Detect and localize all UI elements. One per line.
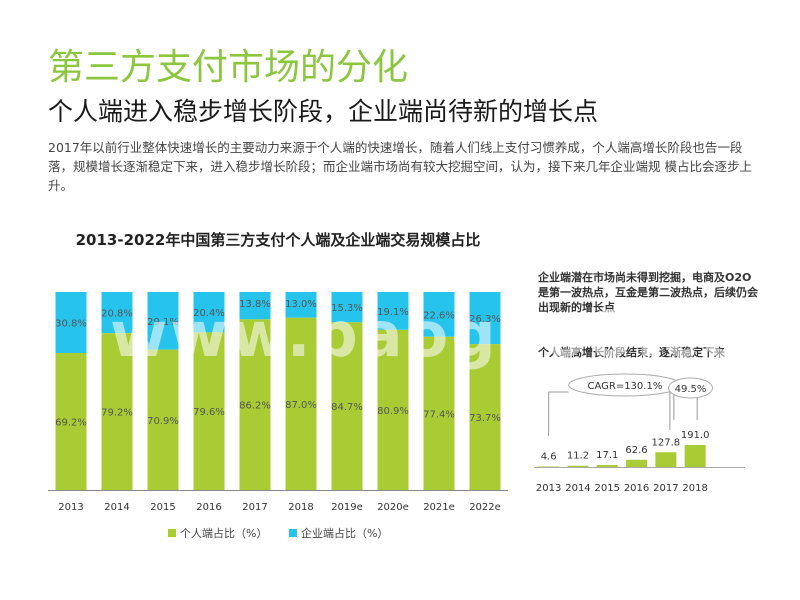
label-personal-2019e: 84.7% — [331, 402, 363, 413]
label-enterprise-2020e: 19.1% — [377, 307, 409, 318]
bar-personal-2013 — [55, 352, 87, 490]
x-tick-2022e: 2022e — [469, 502, 501, 513]
side-bar-2014 — [567, 465, 589, 467]
page-subtitle: 个人端进入稳步增长阶段，企业端尚待新的增长点 — [48, 97, 599, 126]
label-personal-2018: 87.0% — [285, 400, 317, 411]
bar-enterprise-2014 — [101, 292, 133, 334]
side-label-2015: 17.1 — [596, 450, 618, 461]
bar-enterprise-2016 — [193, 292, 225, 333]
bar-enterprise-2020e — [377, 292, 409, 330]
side-bar-2017 — [655, 452, 677, 467]
label-personal-2015: 70.9% — [147, 416, 179, 427]
bar-personal-2022e — [469, 344, 501, 490]
x-tick-2016: 2016 — [196, 502, 221, 513]
label-personal-2017: 86.2% — [239, 401, 271, 412]
label-enterprise-2022e: 26.3% — [469, 314, 501, 325]
side-label-2018: 191.0 — [681, 430, 710, 441]
main-chart-title: 2013-2022年中国第三方支付个人端及企业端交易规模占比 — [75, 231, 481, 249]
label-personal-2013: 69.2% — [55, 417, 87, 428]
side-bar-2016 — [626, 459, 648, 467]
side-x-tick-2018: 2018 — [682, 483, 707, 494]
legend-label-personal: 个人端占比（%） — [180, 527, 268, 540]
x-tick-2017: 2017 — [242, 502, 267, 513]
x-tick-2013: 2013 — [58, 502, 83, 513]
bar-enterprise-2013 — [55, 292, 87, 353]
bar-personal-2018 — [285, 317, 317, 490]
bar-enterprise-2018 — [285, 292, 317, 318]
bar-personal-2021e — [423, 336, 455, 490]
side-label-2016: 62.6 — [625, 445, 647, 456]
x-tick-2019e: 2019e — [331, 502, 363, 513]
main-chart-bars: 30.8% 69.2% 2013 20.8% 79.2% 2014 29.1% 70.9% 20… — [48, 292, 508, 513]
side-chart-bars: 4.6 2013 11.2 2014 17.1 2015 62.6 2016 127.8 2017… — [534, 373, 745, 494]
side-note: 企业端潜在市场尚未得到挖掘，电商及O2O是第一波热点，互金是第二波热点，后续仍会… — [538, 271, 758, 314]
x-tick-2021e: 2021e — [423, 502, 455, 513]
x-tick-2014: 2014 — [104, 502, 129, 513]
bar-enterprise-2015 — [147, 292, 179, 350]
page-title: 第三方支付市场的分化 — [48, 47, 409, 88]
label-enterprise-2015: 29.1% — [147, 317, 179, 328]
legend-swatch-personal — [168, 529, 176, 537]
legend-swatch-enterprise — [288, 529, 297, 537]
side-x-tick-2013: 2013 — [536, 483, 561, 494]
bar-enterprise-2019e — [331, 292, 363, 323]
label-enterprise-2013: 30.8% — [55, 318, 87, 329]
label-enterprise-2019e: 15.3% — [331, 303, 363, 314]
bar-personal-2015 — [147, 349, 179, 490]
growth-bubble — [668, 377, 713, 399]
label-personal-2016: 79.6% — [193, 407, 225, 418]
legend-item-enterprise: 企业端占比（%） — [288, 525, 389, 541]
side-x-tick-2015: 2015 — [595, 483, 620, 494]
bar-enterprise-2017 — [239, 292, 271, 320]
page-description: 2017年以前行业整体快速增长的主要动力来源于个人端的快速增长，随着人们线上支付… — [48, 140, 752, 193]
label-personal-2014: 79.2% — [101, 408, 133, 419]
side-label-2013: 4.6 — [541, 451, 557, 462]
label-enterprise-2014: 20.8% — [101, 309, 133, 320]
x-tick-2015: 2015 — [150, 502, 175, 513]
x-tick-2020e: 2020e — [377, 502, 409, 513]
side-label-2014: 11.2 — [567, 451, 589, 462]
bar-personal-2014 — [101, 333, 133, 490]
label-enterprise-2016: 20.4% — [193, 308, 225, 319]
side-subtitle: 个人端高增长阶段结束，逐渐稳定下来 — [538, 346, 725, 359]
label-personal-2022e: 73.7% — [469, 413, 501, 424]
label-enterprise-2021e: 22.6% — [423, 310, 455, 321]
side-bar-2018 — [684, 445, 706, 467]
side-x-tick-2014: 2014 — [565, 483, 590, 494]
side-x-tick-2017: 2017 — [653, 483, 678, 494]
legend-label-enterprise: 企业端占比（%） — [300, 527, 389, 540]
bar-enterprise-2021e — [423, 292, 455, 337]
side-label-2017: 127.8 — [652, 437, 681, 448]
label-enterprise-2018: 13.0% — [285, 299, 317, 310]
chart-legend: 个人端占比（%） 企业端占比（%） — [168, 525, 406, 541]
side-x-tick-2016: 2016 — [624, 483, 649, 494]
bar-personal-2020e — [377, 329, 409, 490]
bar-personal-2017 — [239, 319, 271, 490]
bar-enterprise-2022e — [469, 292, 501, 345]
bar-personal-2016 — [193, 332, 225, 490]
legend-item-personal: 个人端占比（%） — [168, 525, 267, 541]
growth-label: 49.5% — [675, 384, 707, 395]
label-personal-2021e: 77.4% — [423, 409, 455, 420]
side-bar-2013 — [538, 466, 560, 467]
side-bar-2015 — [596, 465, 618, 467]
label-personal-2020e: 80.9% — [377, 406, 409, 417]
x-tick-2018: 2018 — [288, 502, 313, 513]
label-enterprise-2017: 13.8% — [239, 299, 271, 310]
bar-personal-2019e — [331, 322, 363, 490]
cagr-label: CAGR=130.1% — [587, 381, 662, 392]
